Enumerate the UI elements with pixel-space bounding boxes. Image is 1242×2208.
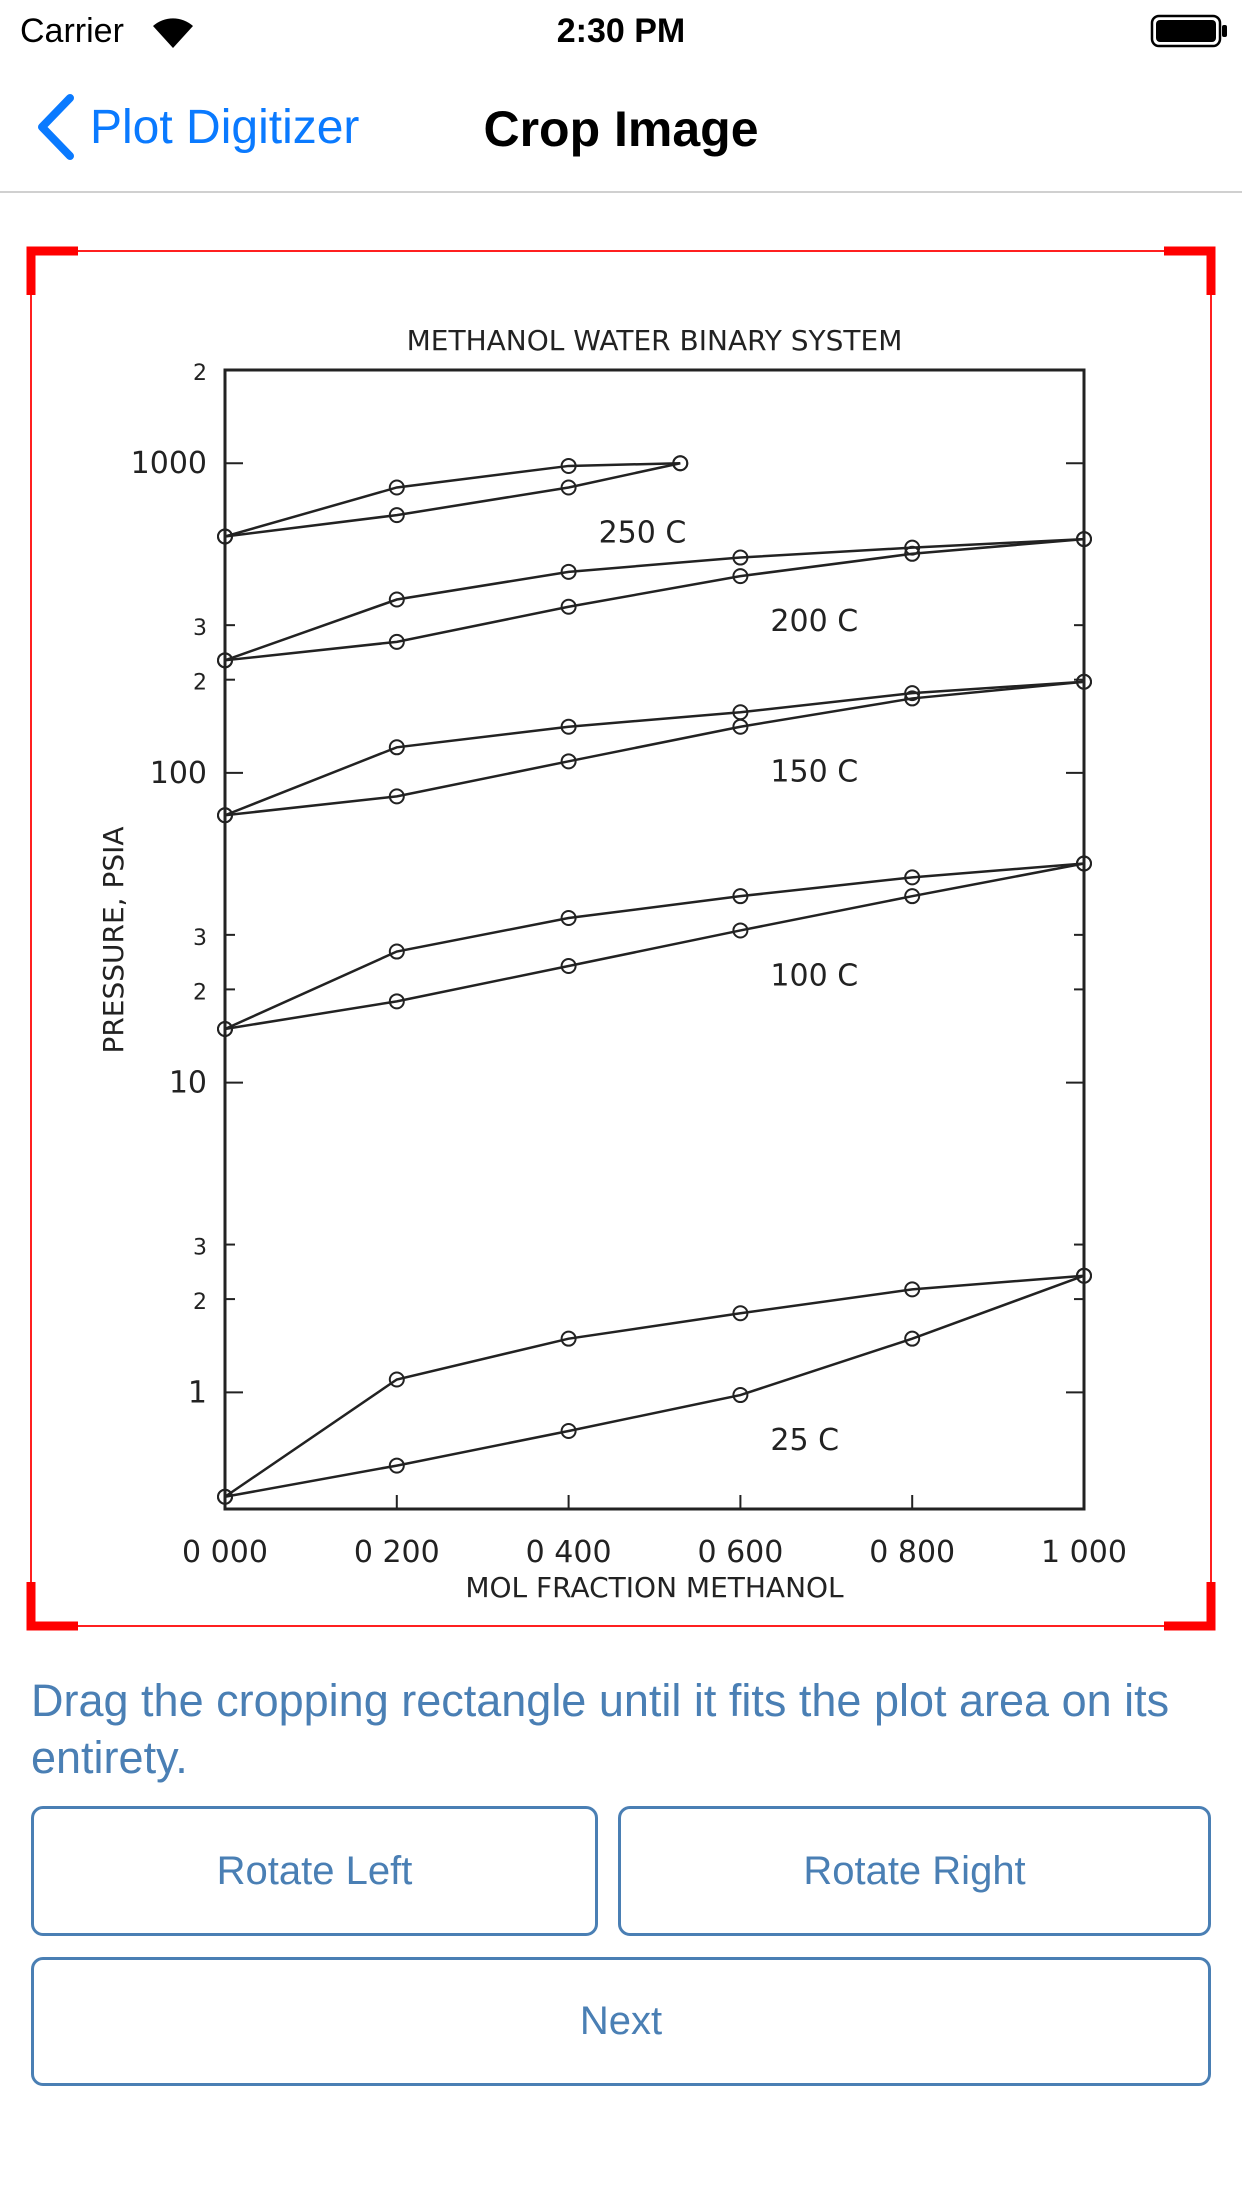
y-tick-label: 3: [193, 1236, 207, 1261]
plot-frame: [223, 368, 1086, 1511]
data-point: [732, 549, 749, 566]
curve-label: 150 C: [770, 755, 858, 790]
x-axis-label: MOL FRACTION METHANOL: [465, 1571, 844, 1604]
data-point: [904, 1281, 921, 1298]
x-tick-label: 0 400: [526, 1535, 612, 1570]
data-point: [904, 690, 921, 707]
data-point: [560, 957, 577, 974]
chart-title: METHANOL WATER BINARY SYSTEM: [407, 324, 903, 357]
data-point: [560, 718, 577, 735]
nav-separator: [0, 191, 1242, 193]
data-point: [388, 633, 405, 650]
data-point: [560, 1330, 577, 1347]
data-point: [388, 507, 405, 524]
data-point: [1076, 531, 1092, 548]
crop-handles[interactable]: [26, 246, 1216, 1631]
data-point: [388, 479, 405, 496]
curve-label: 200 C: [770, 604, 858, 639]
y-axis-label: PRESSURE, PSIA: [97, 826, 130, 1053]
curve-lower: [224, 680, 1085, 817]
back-chevron[interactable]: [34, 94, 78, 160]
data-point: [1076, 673, 1092, 690]
curve-label: 25 C: [770, 1423, 839, 1458]
data-point: [904, 1330, 921, 1347]
data-point: [904, 545, 921, 562]
data-point: [732, 888, 749, 905]
data-point: [560, 457, 577, 474]
y-tick-label: 100: [150, 756, 207, 791]
curve-upper: [224, 680, 1085, 817]
data-point: [904, 685, 921, 702]
rotate-left-button[interactable]: Rotate Left: [31, 1806, 598, 1936]
data-point: [388, 788, 405, 805]
y-tick-label: 1000: [131, 446, 207, 481]
curve-label: 250 C: [599, 515, 687, 550]
data-point: [732, 922, 749, 939]
data-point: [1076, 1267, 1092, 1284]
curve-lower: [224, 537, 1085, 662]
y-tick-label: 2: [193, 980, 207, 1005]
battery-icon: [1150, 14, 1227, 48]
y-tick-label: 10: [169, 1066, 207, 1101]
data-point: [560, 563, 577, 580]
data-point: [560, 598, 577, 615]
data-point: [560, 479, 577, 496]
curve-upper: [224, 537, 1085, 662]
data-point: [217, 1488, 233, 1505]
data-point: [388, 943, 405, 960]
data-point: [388, 1371, 405, 1388]
data-point: [904, 869, 921, 886]
wifi-icon: [153, 18, 193, 48]
y-tick-label: 3: [193, 616, 207, 641]
rotate-right-button[interactable]: Rotate Right: [618, 1806, 1211, 1936]
crop-image[interactable]: METHANOL WATER BINARY SYSTEM MOL FRACTION…: [0, 0, 1242, 1660]
curve-lower: [224, 1274, 1085, 1498]
curve-lower: [224, 462, 681, 538]
data-point: [388, 993, 405, 1010]
x-tick-label: 0 800: [869, 1535, 955, 1570]
x-tick-label: 0 600: [697, 1535, 783, 1570]
data-point: [904, 888, 921, 905]
data-point: [1076, 855, 1092, 872]
x-tick-label: 0 200: [354, 1535, 440, 1570]
data-point: [217, 1020, 233, 1037]
curve-upper: [224, 862, 1085, 1031]
y-tick-label: 2: [193, 361, 207, 386]
data-point: [388, 1457, 405, 1474]
data-point: [732, 1387, 749, 1404]
data-point: [560, 753, 577, 770]
clock: 2:30 PM: [556, 12, 686, 50]
carrier: Carrier: [20, 12, 124, 50]
crop-rectangle[interactable]: [30, 250, 1212, 1627]
curve-lower: [224, 862, 1085, 1031]
data-point: [388, 591, 405, 608]
back-button[interactable]: Plot Digitizer: [90, 101, 360, 154]
data-point: [217, 652, 233, 669]
data-point: [560, 910, 577, 927]
curve-label: 100 C: [770, 958, 858, 993]
instructions: Drag the cropping rectangle until it fit…: [31, 1675, 1170, 1783]
data-point: [560, 1423, 577, 1440]
y-tick-label: 2: [193, 1290, 207, 1315]
curve-upper: [224, 461, 681, 538]
next-button[interactable]: Next: [31, 1957, 1211, 2086]
data-point: [732, 1305, 749, 1322]
y-tick-label: 3: [193, 926, 207, 951]
data-point: [217, 807, 233, 824]
y-tick-label: 1: [188, 1375, 207, 1410]
curve-upper: [224, 1274, 1085, 1498]
data-point: [217, 528, 233, 545]
data-point: [732, 568, 749, 585]
data-point: [672, 455, 689, 472]
data-point: [732, 718, 749, 735]
x-tick-label: 1 000: [1041, 1535, 1127, 1570]
data-point: [388, 739, 405, 756]
x-tick-label: 0 000: [182, 1535, 268, 1570]
y-tick-label: 2: [193, 671, 207, 696]
